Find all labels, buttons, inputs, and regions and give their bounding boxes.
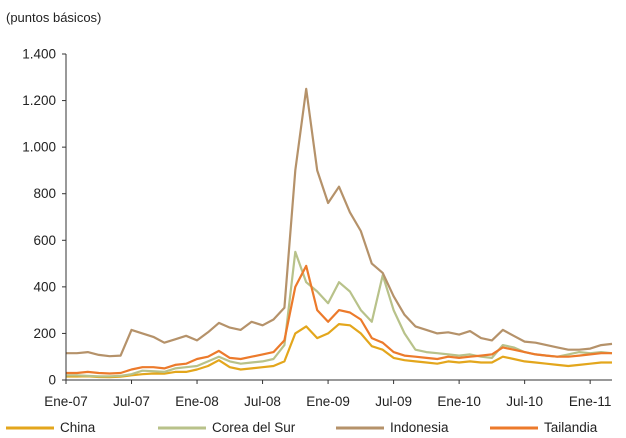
legend-label: Indonesia <box>390 420 449 435</box>
x-tick-label: Ene-07 <box>44 394 88 409</box>
legend-label: China <box>60 420 96 435</box>
x-tick-label: Jul-07 <box>113 394 150 409</box>
y-tick-label: 1.200 <box>22 93 56 108</box>
legend: China Corea del Sur Indonesia Tailandia <box>6 420 598 435</box>
y-tick-label: 1.000 <box>22 140 56 155</box>
x-tick-label: Ene-08 <box>175 394 219 409</box>
x-tick-label: Jul-10 <box>506 394 543 409</box>
y-tick-label: 600 <box>33 233 56 248</box>
x-tick-label: Ene-10 <box>437 394 481 409</box>
legend-label: Corea del Sur <box>212 420 296 435</box>
series-line-china <box>66 323 612 379</box>
legend-label: Tailandia <box>544 420 598 435</box>
y-tick-label: 1.400 <box>22 47 56 62</box>
series-line-corea-del-sur <box>66 250 613 378</box>
y-tick-label: 400 <box>33 279 56 294</box>
series-line-indonesia <box>66 87 613 358</box>
y-tick-label: 800 <box>33 186 56 201</box>
y-unit-label: (puntos básicos) <box>6 10 101 25</box>
y-axis-ticks: 0 200 400 600 800 1.000 1.200 1.400 <box>22 47 66 388</box>
x-tick-label: Jul-08 <box>244 394 281 409</box>
series-line-tailandia <box>66 264 612 375</box>
x-tick-label: Ene-09 <box>306 394 350 409</box>
series-lines <box>66 87 613 379</box>
x-tick-label: Jul-09 <box>375 394 412 409</box>
y-tick-label: 0 <box>48 373 56 388</box>
x-tick-label: Ene-11 <box>569 394 612 409</box>
x-axis-ticks: Ene-07 Jul-07 Ene-08 Jul-08 Ene-09 Jul-09 Ene-… <box>44 380 611 409</box>
y-tick-label: 200 <box>33 326 56 341</box>
